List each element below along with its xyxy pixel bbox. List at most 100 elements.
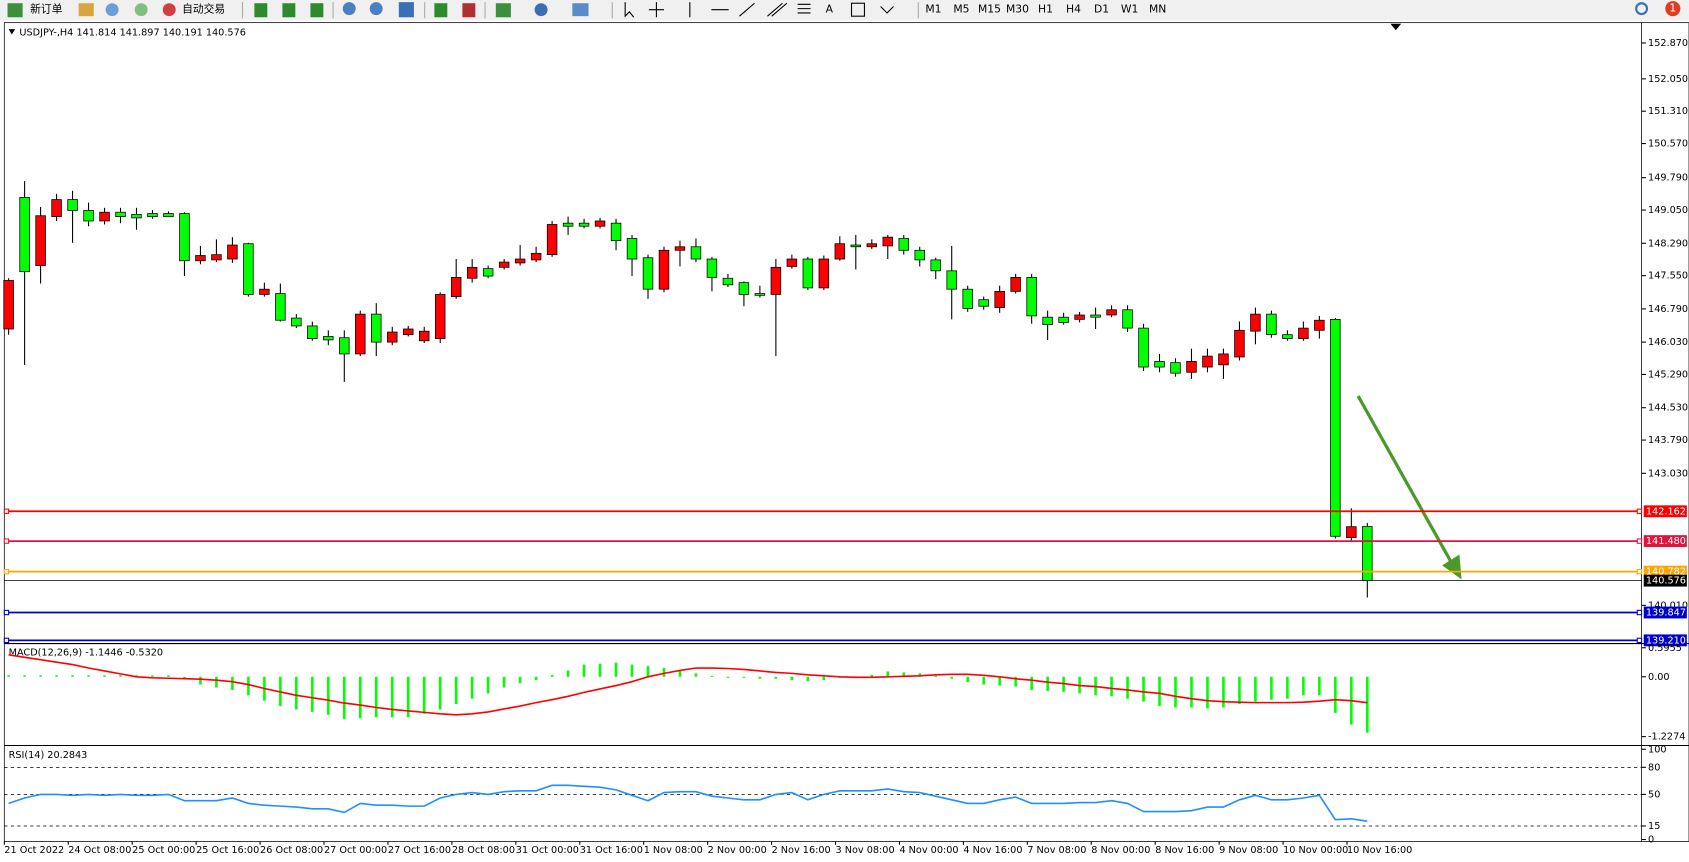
x-tick-label: 2 Nov 00:00 xyxy=(708,845,767,856)
macd-bar xyxy=(1334,676,1337,713)
level-label: 142.162 xyxy=(1646,506,1686,517)
fibo-tool[interactable] xyxy=(797,3,811,14)
macd-bar xyxy=(1142,676,1145,702)
candle-body xyxy=(994,291,1005,308)
candle-body xyxy=(403,328,414,336)
macd-bar xyxy=(934,675,938,677)
candle-body xyxy=(1026,277,1037,317)
new-order-icon[interactable] xyxy=(7,3,23,18)
macd-bar xyxy=(806,676,810,682)
cursor-tool[interactable] xyxy=(624,2,635,18)
x-tick-label: 10 Nov 00:00 xyxy=(1283,845,1348,856)
macd-bar xyxy=(1206,676,1209,709)
timeframe-button[interactable]: M1 xyxy=(925,3,941,16)
templates-icon[interactable] xyxy=(572,3,589,17)
text-tool[interactable]: A xyxy=(826,3,834,16)
symbol: USDJPY-,H4 xyxy=(19,27,73,38)
search-icon[interactable] xyxy=(1635,2,1649,16)
macd-bar xyxy=(1190,676,1193,708)
macd-bar xyxy=(598,663,602,677)
x-tick-label: 25 Oct 16:00 xyxy=(196,845,259,856)
chart-shift-marker[interactable] xyxy=(1390,23,1402,31)
macd-bar xyxy=(183,676,186,679)
macd-bar xyxy=(630,664,634,677)
macd-bar xyxy=(646,666,650,677)
level-label-bg xyxy=(1643,606,1687,619)
tile-icon[interactable] xyxy=(398,2,414,18)
indicators-icon[interactable] xyxy=(495,3,511,18)
macd-bar xyxy=(103,675,106,677)
x-tick-label: 3 Nov 08:00 xyxy=(836,845,895,856)
candle-body xyxy=(834,243,846,260)
y-tick-label: 150.570 xyxy=(1648,139,1688,150)
macd-bar xyxy=(1286,676,1289,699)
timeframe-button[interactable]: M30 xyxy=(1006,3,1029,16)
timeframe-button[interactable]: H4 xyxy=(1066,3,1081,16)
candle-body xyxy=(259,288,270,295)
candle-body xyxy=(1074,314,1085,320)
auto-trading-button[interactable]: 自动交易 xyxy=(182,3,225,16)
crosshair-tool[interactable] xyxy=(648,2,664,18)
channel-tool[interactable] xyxy=(767,2,788,17)
y-tick-label: 146.790 xyxy=(1648,304,1688,315)
candle-body xyxy=(722,277,734,286)
macd-signal-line xyxy=(8,654,1368,716)
tool-icon[interactable] xyxy=(105,3,119,17)
candle-chart-icon[interactable] xyxy=(282,3,296,18)
x-tick-label: 4 Nov 00:00 xyxy=(899,845,958,856)
candle-body xyxy=(466,266,478,279)
candle-body xyxy=(1122,309,1133,329)
candle-body xyxy=(83,210,94,222)
macd-bar xyxy=(199,676,202,685)
candle-body xyxy=(1090,314,1101,318)
new-order-button[interactable]: 新订单 xyxy=(30,3,63,16)
y-tick-label: 149.050 xyxy=(1648,205,1688,216)
candle-body xyxy=(690,246,702,260)
line-chart-icon[interactable] xyxy=(310,3,324,18)
candle-body xyxy=(642,257,654,290)
y-tick-label: 152.050 xyxy=(1648,74,1688,85)
zoom-in-icon[interactable] xyxy=(342,2,356,16)
tool-icon[interactable] xyxy=(78,3,94,17)
x-tick-label: 7 Nov 08:00 xyxy=(1027,845,1086,856)
macd-bar xyxy=(167,675,170,677)
periods-icon[interactable] xyxy=(534,3,548,17)
timeframe-button[interactable]: MN xyxy=(1149,3,1166,16)
macd-bar xyxy=(390,676,394,718)
label-tool[interactable] xyxy=(850,2,865,17)
y-tick-label: 80 xyxy=(1648,762,1660,773)
tool-icon[interactable] xyxy=(134,3,148,17)
chart-header: USDJPY-,H4 141.814 141.897 140.191 140.5… xyxy=(19,27,246,38)
header-marker xyxy=(8,29,16,35)
notification-badge[interactable] xyxy=(1665,1,1681,17)
macd-bar xyxy=(550,674,554,677)
timeframe-button[interactable]: D1 xyxy=(1094,3,1109,16)
bar-chart-icon[interactable] xyxy=(254,3,268,18)
scroll-icon[interactable] xyxy=(434,3,448,18)
candle-body xyxy=(818,258,830,289)
macd-bar xyxy=(1046,676,1049,691)
arrows-tool[interactable] xyxy=(880,6,894,14)
shift-icon[interactable] xyxy=(462,3,476,18)
zoom-out-icon[interactable] xyxy=(369,2,383,16)
auto-trading-icon[interactable] xyxy=(162,3,176,17)
arrow-shaft xyxy=(1356,395,1455,567)
level-label: 139.210 xyxy=(1646,635,1686,646)
timeframe-button[interactable]: H1 xyxy=(1038,3,1053,16)
y-tick-label: 0.00 xyxy=(1648,672,1670,683)
macd-bar xyxy=(1030,676,1033,690)
candle-body xyxy=(307,325,318,339)
trendline-tool[interactable] xyxy=(739,2,755,17)
timeframe-button[interactable]: W1 xyxy=(1121,3,1138,16)
candle-body xyxy=(1330,318,1341,537)
y-tick-label: 143.790 xyxy=(1648,435,1688,446)
timeframe-button[interactable]: M15 xyxy=(978,3,1001,16)
candle-body xyxy=(706,258,718,278)
x-tick-label: 27 Oct 00:00 xyxy=(324,845,387,856)
candle-body xyxy=(195,255,206,262)
candle-body xyxy=(1058,316,1069,323)
y-tick-label: 149.790 xyxy=(1648,173,1688,184)
timeframe-button[interactable]: M5 xyxy=(953,3,969,16)
candle-body xyxy=(275,293,286,321)
